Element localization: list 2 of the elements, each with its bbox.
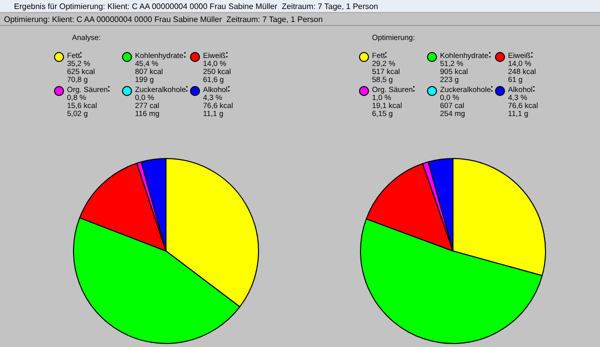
text: Ergebnis für Optimierung: Klient: C AA 00000004 0000 Frau Sabine Müller Zeitraum: 7 Tage, 1 Person xyxy=(0,0,600,13)
text: Optimierung: Klient: C AA 00000004 0000 Frau Sabine Müller Zeitraum: 7 Tage, 1 Person xyxy=(0,14,600,26)
